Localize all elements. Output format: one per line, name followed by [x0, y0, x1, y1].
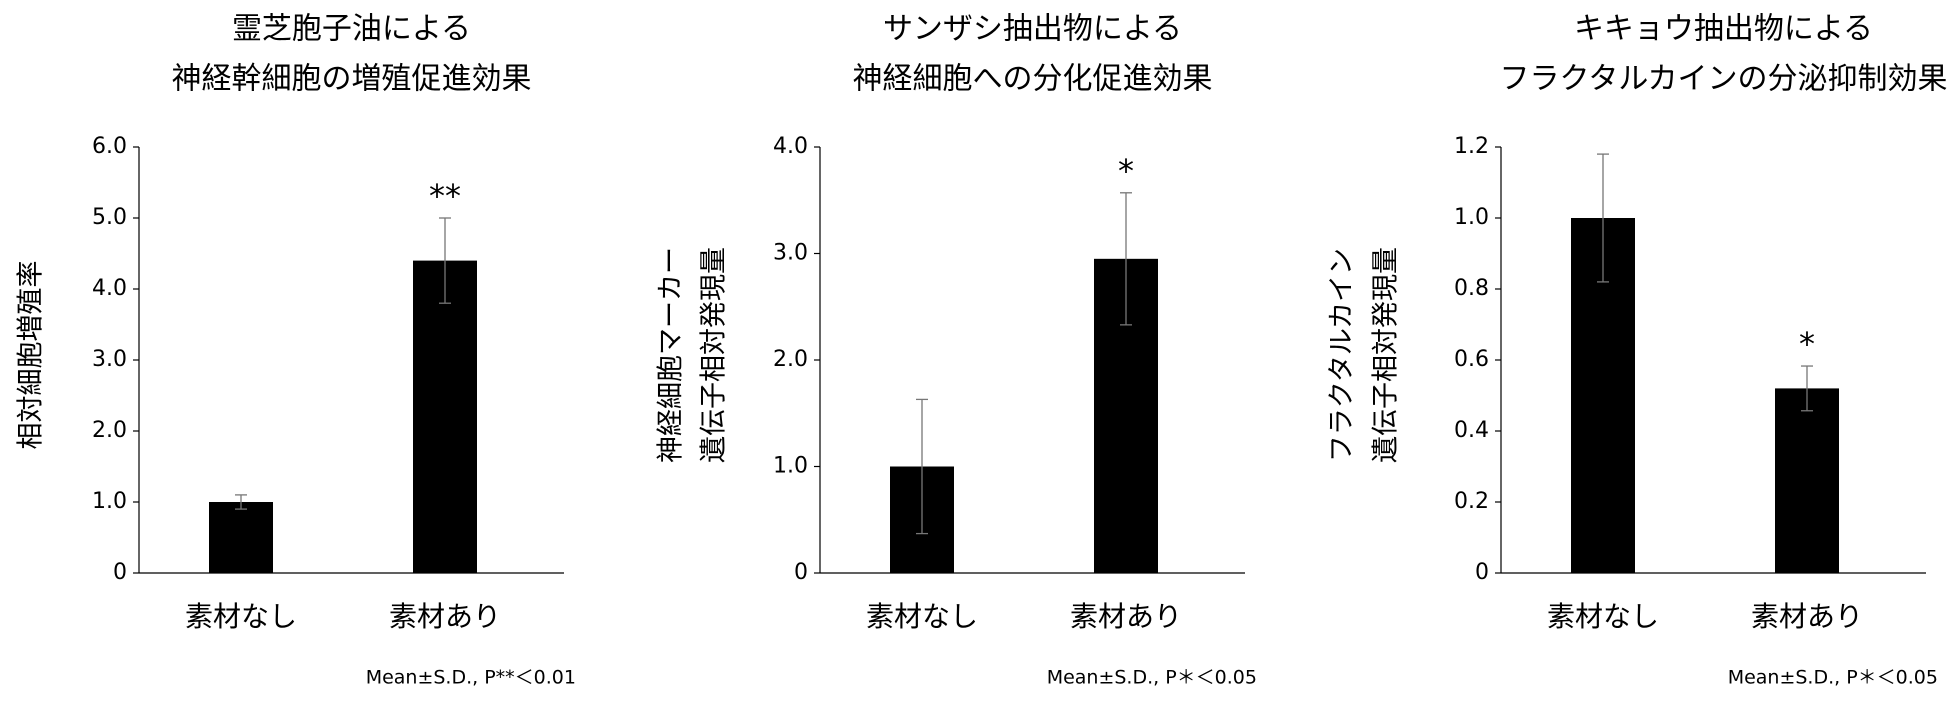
y-tick-label: 2.0 — [773, 347, 808, 372]
bar — [1775, 388, 1839, 573]
bar — [209, 502, 273, 573]
chart-title: 神経幹細胞の増殖促進効果 — [172, 62, 532, 97]
footnote: Mean±S.D., P**＜0.01 — [366, 667, 576, 689]
error-bar — [1120, 192, 1132, 326]
y-tick-label: 0.6 — [1454, 347, 1489, 372]
chart-title: サンザシ抽出物による — [883, 12, 1182, 47]
x-tick-label: 素材あり — [1751, 600, 1863, 633]
significance-label: * — [1799, 325, 1815, 363]
y-tick-label: 1.0 — [92, 489, 127, 514]
y-tick-label: 4.0 — [773, 134, 808, 159]
y-axis-label: フラクタルカイン — [1327, 248, 1358, 462]
y-axis-label: 神経細胞マーカー — [656, 247, 687, 463]
chart-title: 神経細胞への分化促進効果 — [853, 62, 1213, 97]
x-tick-label: 素材なし — [185, 600, 297, 633]
footnote: Mean±S.D., P＊＜0.05 — [1728, 667, 1938, 689]
y-axis-label: 遺伝子相対発現量 — [1371, 247, 1402, 463]
y-tick-label: 2.0 — [92, 418, 127, 443]
x-tick-label: 素材なし — [1547, 600, 1659, 633]
y-tick-label: 5.0 — [92, 205, 127, 230]
y-axis-label: 相対細胞増殖率 — [16, 261, 47, 450]
significance-label: * — [1118, 152, 1134, 190]
y-axis-label: 遺伝子相対発現量 — [699, 247, 730, 463]
y-tick-label: 0 — [113, 560, 127, 585]
y-tick-label: 1.2 — [1454, 134, 1489, 159]
error-bar — [439, 217, 451, 304]
chart-title: キキョウ抽出物による — [1574, 12, 1873, 47]
chart-title: フラクタルカインの分泌抑制効果 — [1500, 62, 1948, 97]
y-tick-label: 1.0 — [773, 454, 808, 479]
error-bar — [916, 398, 928, 535]
y-tick-label: 0 — [1475, 560, 1489, 585]
x-tick-label: 素材あり — [1070, 600, 1182, 633]
y-tick-label: 0.4 — [1454, 418, 1489, 443]
y-tick-label: 0.8 — [1454, 276, 1489, 301]
x-tick-label: 素材なし — [866, 600, 978, 633]
significance-label: ** — [429, 177, 461, 215]
y-tick-label: 1.0 — [1454, 205, 1489, 230]
x-tick-label: 素材あり — [389, 600, 501, 633]
footnote: Mean±S.D., P＊＜0.05 — [1047, 667, 1257, 689]
y-tick-label: 3.0 — [773, 241, 808, 266]
chart-title: 霊芝胞子油による — [232, 12, 471, 47]
bar — [413, 260, 477, 573]
y-tick-label: 0.2 — [1454, 489, 1489, 514]
y-tick-label: 4.0 — [92, 276, 127, 301]
error-bar — [1801, 365, 1813, 412]
error-bar — [235, 494, 247, 510]
y-tick-label: 6.0 — [92, 134, 127, 159]
error-bar — [1597, 153, 1609, 283]
y-tick-label: 3.0 — [92, 347, 127, 372]
y-tick-label: 0 — [794, 560, 808, 585]
